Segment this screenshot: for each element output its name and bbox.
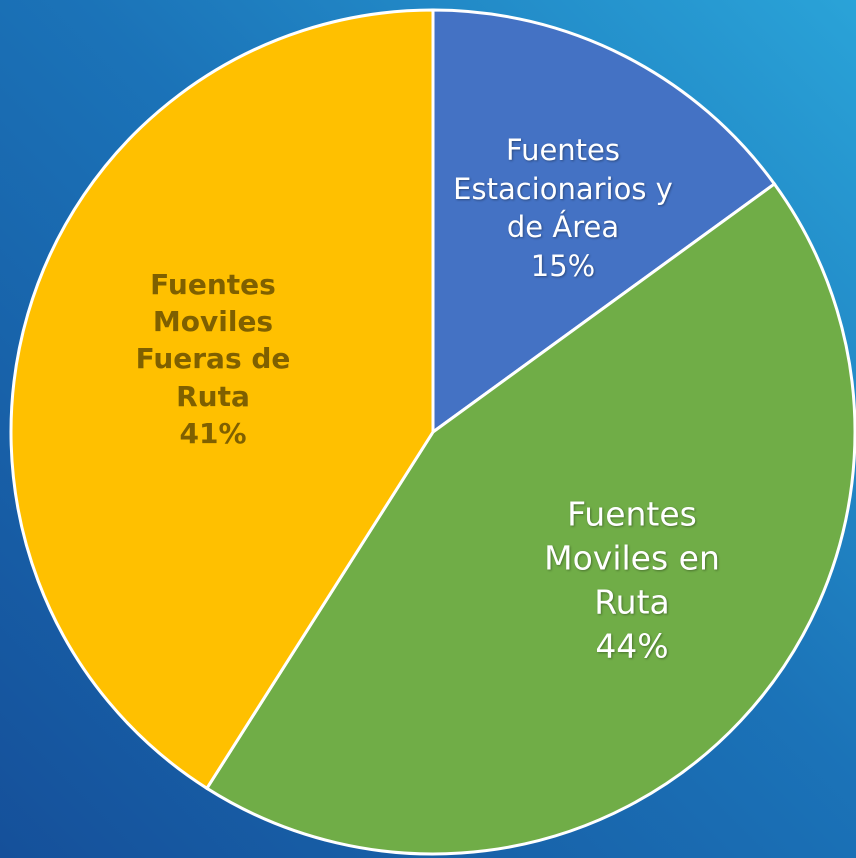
pie-slice — [204, 181, 856, 856]
slice-label: Fuentes Moviles en Ruta 44% — [512, 492, 752, 668]
value-label: 44% — [595, 625, 669, 665]
pie-slice — [431, 8, 777, 435]
category-label: Fuentes Estacionarios y de Área — [453, 132, 673, 244]
category-label: Fuentes Moviles Fueras de Ruta — [135, 267, 291, 413]
value-label: 41% — [179, 416, 247, 450]
category-label: Fuentes Moviles en Ruta — [544, 494, 720, 621]
pie-slice — [9, 8, 435, 791]
slice-label: Fuentes Estacionarios y de Área 15% — [438, 131, 688, 285]
slice-label: Fuentes Moviles Fueras de Ruta 41% — [113, 266, 313, 452]
value-label: 15% — [530, 248, 596, 283]
